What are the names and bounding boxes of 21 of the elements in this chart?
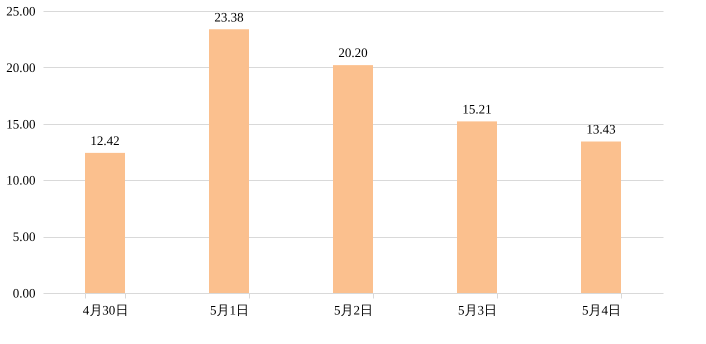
y-tick-label: 25.00	[6, 4, 36, 18]
bar	[333, 65, 373, 293]
x-tick-label: 5月4日	[582, 302, 621, 318]
x-tick-label: 4月30日	[82, 302, 128, 318]
y-tick-label: 10.00	[6, 172, 36, 188]
bar	[209, 29, 249, 293]
bar	[85, 152, 125, 293]
data-label: 13.43	[586, 122, 616, 137]
y-tick-label: 5.00	[12, 229, 36, 244]
data-label: 15.21	[462, 101, 492, 116]
bar	[581, 142, 621, 293]
y-tick-label: 0.00	[12, 286, 36, 300]
x-tick-label: 5月1日	[210, 302, 249, 318]
data-label: 23.38	[214, 9, 244, 24]
x-tick-label: 5月3日	[458, 302, 497, 318]
bar	[457, 121, 497, 293]
y-tick-label: 20.00	[6, 60, 36, 75]
data-label: 12.42	[90, 132, 120, 148]
y-tick-label: 15.00	[6, 116, 36, 132]
x-tick-label: 5月2日	[334, 302, 373, 318]
data-label: 20.20	[338, 45, 368, 60]
